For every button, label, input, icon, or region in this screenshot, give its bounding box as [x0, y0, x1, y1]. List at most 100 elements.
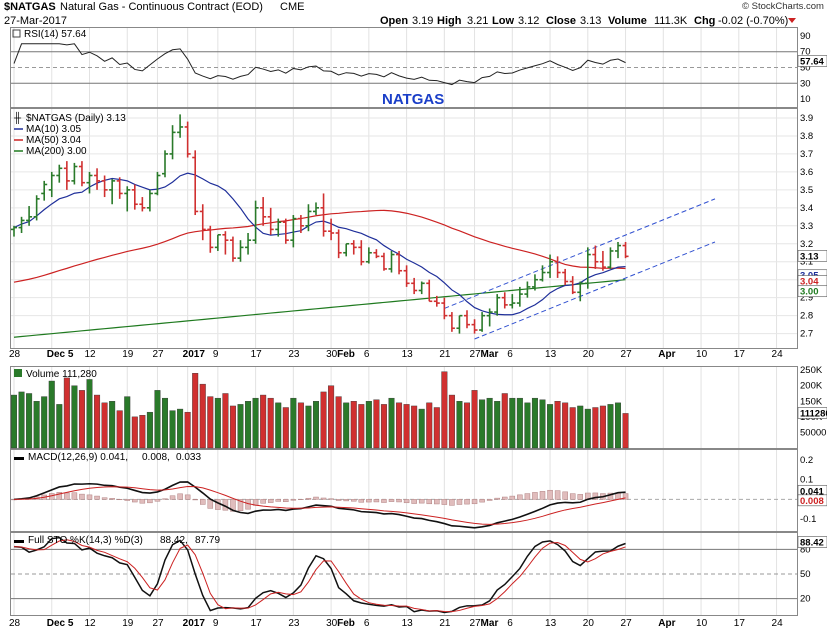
x-axis-label: 30 — [326, 618, 338, 629]
price-bar — [199, 204, 206, 241]
price-bar — [418, 281, 425, 295]
macd-histogram-bar — [200, 499, 206, 505]
volume-bar — [26, 393, 33, 449]
symbol: $NATGAS — [4, 1, 56, 13]
volume-bar — [245, 401, 252, 449]
volume-bar — [418, 408, 425, 449]
price-bar — [464, 310, 470, 329]
volume-value: 111.3K — [654, 15, 688, 27]
price-bar — [365, 247, 372, 264]
macd-histogram-bar — [502, 496, 508, 500]
x-axis-label-month: Mar — [481, 349, 499, 360]
macd-histogram-bar — [343, 499, 349, 502]
price-bar — [11, 225, 17, 237]
macd-signal-line — [13, 485, 626, 525]
price-bar — [547, 254, 554, 278]
ma50-line — [13, 209, 626, 283]
macd-axis-tick: 0.2 — [800, 455, 813, 466]
price-bar — [622, 241, 629, 259]
high-value: 3.21 — [467, 15, 488, 27]
sto-axis-tick: 20 — [800, 594, 811, 605]
price-bar — [101, 175, 108, 198]
x-axis-label: 13 — [545, 618, 557, 629]
price-bar — [48, 171, 55, 198]
price-bar — [441, 297, 448, 320]
macd-legend-b: 0.008, — [142, 452, 170, 463]
price-bar — [456, 314, 463, 334]
rsi-axis-tick: 90 — [800, 31, 811, 42]
volume-bar — [282, 407, 289, 449]
volume-bar — [607, 404, 614, 449]
macd-histogram-bar — [418, 499, 425, 504]
price-bar — [471, 319, 478, 334]
macd-histogram-bar — [403, 499, 410, 504]
macd-histogram-bar — [162, 498, 168, 500]
volume-bar — [441, 371, 448, 449]
price-bar — [237, 240, 244, 262]
low-value: 3.12 — [518, 15, 539, 27]
price-bar — [516, 286, 523, 307]
macd-histogram-bar — [441, 499, 448, 505]
sto-legend-a: Full STO %K(14,3) %D(3) — [28, 535, 143, 546]
price-legend: ╫ $NATGAS (Daily) 3.13 MA(10) 3.05 MA(50… — [13, 111, 126, 157]
macd-histogram-bar — [524, 493, 531, 500]
down-arrow-icon — [788, 18, 796, 23]
x-axis-label: 27 — [621, 349, 633, 360]
volume-bar — [139, 415, 146, 449]
macd-histogram-bar — [184, 494, 191, 500]
price-bar — [373, 249, 380, 259]
macd-histogram-bar — [426, 499, 432, 505]
volume-bar — [501, 393, 508, 449]
price-last-badge-text: 3.13 — [800, 251, 819, 262]
x-axis-label: 20 — [583, 618, 595, 629]
ma200-last-badge: 3.00 — [797, 285, 827, 298]
ma200-last-badge-box — [797, 285, 827, 298]
rsi-axis-tick: 10 — [800, 94, 811, 105]
price-bar — [86, 171, 93, 194]
rsi-legend-text: RSI(14) 57.64 — [24, 29, 87, 40]
price-bar — [229, 236, 236, 262]
price-axis-tick: 2.9 — [800, 293, 813, 304]
price-bar — [554, 256, 561, 278]
volume-bar — [116, 410, 123, 449]
macd-histogram-bar — [94, 495, 100, 500]
rsi-panel-frame — [10, 27, 798, 108]
x-axis-label: 23 — [288, 618, 300, 629]
macd-histogram-bar — [388, 499, 395, 502]
rsi-axis-tick: 30 — [800, 78, 811, 89]
x-axis-label: 30 — [326, 349, 338, 360]
low-label: Low — [492, 15, 514, 27]
volume-bar — [569, 407, 576, 449]
price-legend-icon: ╫ — [13, 111, 22, 125]
price-bar — [154, 171, 161, 196]
price-bar — [328, 218, 335, 241]
volume-bar — [479, 399, 486, 449]
volume-bar — [426, 402, 433, 449]
macd-histogram-bar — [554, 490, 561, 500]
price-legend-main: $NATGAS (Daily) 3.13 — [26, 113, 126, 124]
volume-bar — [290, 397, 297, 449]
x-axis-label: 6 — [364, 349, 370, 360]
price-bar — [501, 292, 508, 309]
volume-bar — [531, 397, 538, 449]
volume-bar — [335, 396, 342, 449]
macd-histogram-bar — [139, 499, 146, 504]
x-axis-label: 13 — [402, 618, 414, 629]
price-bar — [169, 125, 176, 160]
sto-panel-frame — [10, 532, 798, 616]
price-bar — [297, 215, 304, 233]
price-bar — [524, 281, 531, 298]
sto-last-badge-box — [797, 536, 827, 548]
price-bar — [290, 215, 297, 248]
volume-panel-frame — [10, 366, 798, 449]
rsi-last-badge-box — [797, 55, 827, 67]
volume-legend-icon — [14, 369, 22, 377]
volume-bar — [109, 401, 116, 449]
x-axis-label: 10 — [696, 349, 708, 360]
macd-histogram-bar — [351, 499, 357, 502]
macd-histogram-bar — [569, 493, 576, 500]
volume-bar — [161, 397, 168, 449]
volume-bar — [48, 380, 55, 449]
price-bar — [592, 245, 599, 269]
macd-histogram-bar — [509, 495, 516, 500]
